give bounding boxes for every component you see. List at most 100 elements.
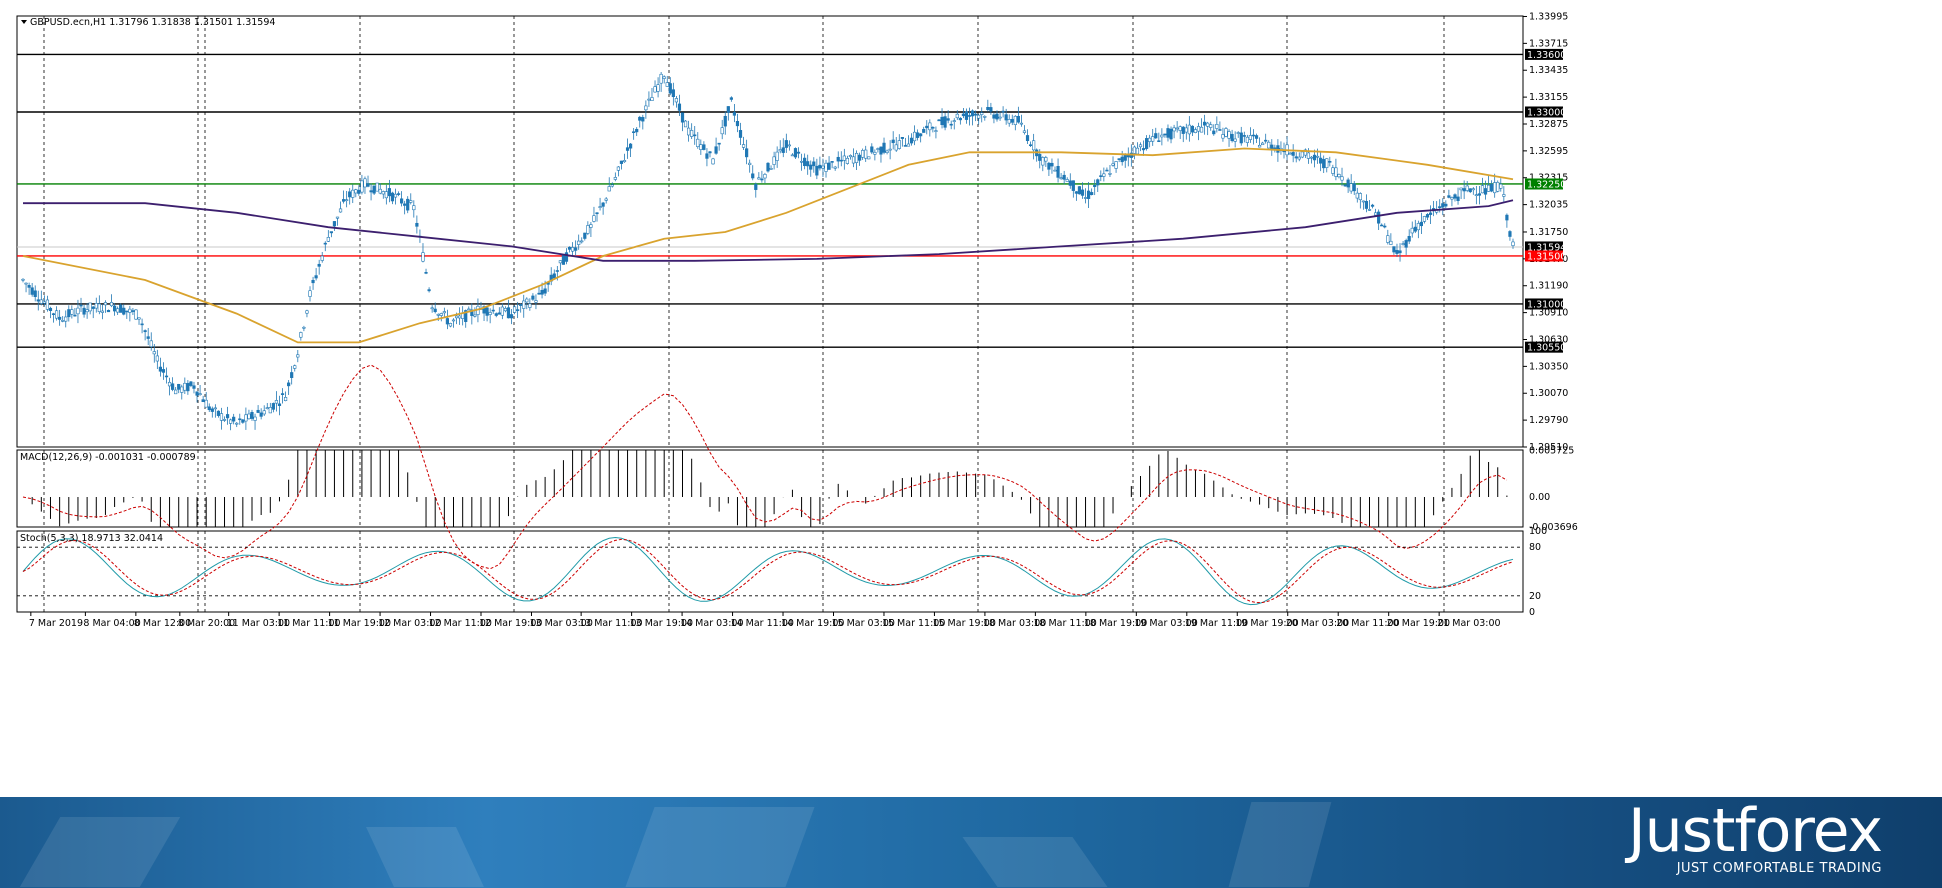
candle-body xyxy=(1007,119,1011,124)
candle-body xyxy=(671,89,675,98)
candle-body xyxy=(1486,184,1491,192)
price-tick-label: 1.32035 xyxy=(1529,200,1568,211)
candle-body xyxy=(784,140,788,148)
candle-body xyxy=(473,314,477,317)
candle-body xyxy=(183,382,187,391)
candle-body xyxy=(103,302,108,306)
candle-body xyxy=(793,148,798,158)
candle-body xyxy=(1071,180,1075,191)
candle-body xyxy=(427,289,431,292)
candle-body xyxy=(974,113,978,116)
candle-body xyxy=(653,86,657,93)
candle-body xyxy=(400,198,404,204)
price-tick-label: 1.30630 xyxy=(1529,334,1568,345)
candle-body xyxy=(845,157,849,164)
candle-body xyxy=(1315,155,1320,158)
candle-body xyxy=(122,307,126,315)
candle-body xyxy=(1499,183,1503,189)
brand-banner: Justforex JUST COMFORTABLE TRADING xyxy=(0,797,1942,888)
candle-body xyxy=(763,174,767,179)
time-tick-label: 12 Mar 03:00 xyxy=(378,618,441,629)
candle-body xyxy=(1068,180,1072,186)
candle-body xyxy=(555,270,559,272)
candle-body xyxy=(977,114,981,119)
candle-body xyxy=(964,111,969,120)
candle-body xyxy=(842,155,846,161)
candle-body xyxy=(396,193,401,195)
candle-body xyxy=(888,148,892,151)
candle-body xyxy=(146,336,150,339)
candle-body xyxy=(687,127,691,136)
candle-body xyxy=(201,399,205,403)
candle-body xyxy=(1239,132,1243,144)
candle-body xyxy=(323,242,327,245)
candle-body xyxy=(82,307,86,315)
candle-body xyxy=(403,203,407,206)
candle-body xyxy=(131,310,135,312)
candle-body xyxy=(1169,128,1173,140)
candle-body xyxy=(1025,135,1030,142)
candle-body xyxy=(345,199,349,201)
candle-body xyxy=(1257,144,1262,148)
candle-body xyxy=(622,160,627,163)
candle-body xyxy=(506,307,511,319)
candle-body xyxy=(363,178,367,188)
level-tag: 1.30550 xyxy=(1525,341,1566,354)
candle-body xyxy=(1004,114,1008,121)
candle-body xyxy=(1105,169,1109,172)
macd-tick-label: -0.003696 xyxy=(1529,522,1578,533)
candle-body xyxy=(1511,241,1515,246)
time-tick-label: 19 Mar 11:00 xyxy=(1185,618,1248,629)
candle-body xyxy=(610,184,614,187)
price-tick-label: 1.33995 xyxy=(1529,11,1568,22)
level-tag-label: 1.32250 xyxy=(1527,179,1566,190)
candle-body xyxy=(769,168,773,170)
candle-body xyxy=(1483,188,1488,195)
stoch-tick-label: 20 xyxy=(1529,591,1541,602)
candle-body xyxy=(1352,183,1356,192)
symbol-label: GBPUSD.ecn,H1 1.31796 1.31838 1.31501 1.… xyxy=(30,17,275,28)
candle-body xyxy=(262,410,266,415)
candle-body xyxy=(30,287,34,295)
candle-body xyxy=(1349,183,1353,192)
candle-body xyxy=(641,117,645,122)
candle-body xyxy=(662,76,666,79)
candle-body xyxy=(943,116,947,128)
candle-body xyxy=(70,309,74,315)
candle-body xyxy=(1154,133,1158,139)
level-tag-bg xyxy=(1525,106,1563,118)
candle-body xyxy=(1450,197,1454,200)
time-tick-label: 20 Mar 19:00 xyxy=(1387,618,1450,629)
candle-body xyxy=(574,247,578,251)
candle-body xyxy=(1474,194,1478,197)
candle-body xyxy=(458,315,462,319)
candle-body xyxy=(1419,221,1424,227)
level-tag-bg xyxy=(1525,250,1563,262)
time-tick-label: 14 Mar 19:00 xyxy=(781,618,844,629)
candle-body xyxy=(668,83,672,94)
candle-body xyxy=(781,147,785,153)
price-tick-label: 1.32875 xyxy=(1529,119,1568,130)
candle-body xyxy=(470,309,474,316)
level-tag-bg xyxy=(1525,241,1563,253)
candle-body xyxy=(390,192,395,202)
candle-body xyxy=(152,351,156,355)
candle-body xyxy=(1233,138,1237,142)
candle-body xyxy=(207,406,211,411)
candle-body xyxy=(775,151,779,161)
candle-body xyxy=(1331,167,1335,174)
candle-body xyxy=(516,309,520,312)
macd-tick-label: 0.005725 xyxy=(1529,446,1574,457)
candle-body xyxy=(195,391,199,396)
candle-body xyxy=(958,117,962,121)
price-tick-label: 1.33715 xyxy=(1529,38,1568,49)
candle-body xyxy=(867,156,871,160)
candle-body xyxy=(1083,197,1088,199)
candle-body xyxy=(528,303,532,308)
candle-body xyxy=(613,177,617,180)
level-tag-label: 1.31500 xyxy=(1527,251,1566,262)
candle-body xyxy=(61,320,65,322)
candle-body xyxy=(140,323,144,326)
candle-body xyxy=(717,142,721,145)
candle-body xyxy=(1251,134,1256,137)
